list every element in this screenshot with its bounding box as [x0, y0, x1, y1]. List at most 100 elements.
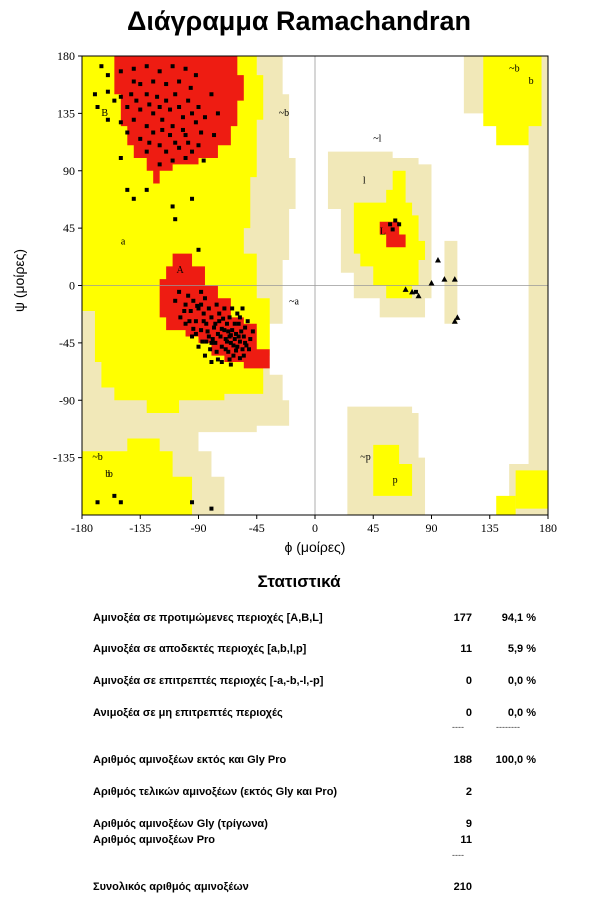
data-point	[177, 289, 182, 294]
data-point	[234, 348, 239, 353]
data-point	[177, 105, 182, 109]
data-point	[112, 493, 117, 498]
y-tick-label: 180	[57, 49, 75, 63]
data-point	[144, 64, 149, 69]
data-point	[118, 120, 123, 125]
separator: ----	[452, 850, 464, 860]
data-point	[138, 107, 143, 112]
y-tick-label: -45	[59, 336, 75, 350]
data-point	[131, 66, 136, 71]
data-point	[186, 140, 191, 145]
data-point	[190, 196, 195, 201]
data-point	[246, 347, 251, 352]
data-point	[393, 218, 398, 223]
stats-percent: 94,1 %	[501, 612, 536, 624]
data-point	[454, 314, 461, 320]
data-point	[209, 315, 214, 320]
data-point	[170, 124, 175, 129]
stats-count: 0	[465, 707, 472, 719]
data-point	[118, 500, 123, 505]
data-point	[236, 321, 241, 326]
data-point	[226, 329, 231, 334]
data-point	[95, 500, 100, 505]
data-point	[182, 309, 187, 313]
region-label: ~p	[360, 452, 370, 463]
additional-region	[515, 470, 548, 509]
data-point	[144, 187, 149, 192]
additional-region	[483, 56, 542, 146]
data-point	[157, 69, 162, 74]
favoured-region	[379, 221, 406, 248]
additional-region	[496, 495, 516, 515]
data-point	[202, 296, 207, 301]
data-point	[105, 89, 110, 94]
data-point	[222, 306, 227, 311]
y-tick-label: 0	[69, 279, 75, 293]
data-point	[209, 360, 214, 364]
additional-region	[373, 444, 413, 496]
stats-count: 2	[465, 786, 472, 798]
data-point	[227, 315, 232, 320]
data-point	[219, 344, 224, 349]
data-point	[243, 340, 248, 345]
data-point	[157, 162, 162, 167]
data-point	[170, 158, 175, 163]
data-point	[125, 105, 130, 109]
data-point	[210, 337, 215, 342]
separator: --------	[496, 722, 520, 732]
region-label: B	[101, 108, 108, 119]
data-point	[230, 306, 235, 311]
data-point	[168, 107, 173, 112]
data-point	[188, 85, 193, 90]
data-point	[208, 347, 213, 352]
stats-label: Συνολικός αριθμός αμινοξέων	[93, 881, 249, 893]
stats-percent: 0,0 %	[507, 675, 536, 687]
data-point	[131, 79, 136, 84]
data-point	[231, 353, 236, 358]
data-point	[193, 120, 198, 125]
data-point	[413, 289, 418, 294]
data-point	[193, 319, 198, 324]
stats-label: Αμινοξέα σε επιτρεπτές περιοχές [-a,-b,-…	[93, 675, 324, 687]
x-tick-label: -180	[71, 521, 93, 535]
data-point	[215, 111, 220, 116]
data-point	[187, 319, 192, 324]
stats-count: 9	[465, 818, 472, 830]
y-tick-label: -135	[53, 451, 75, 465]
x-tick-label: -135	[129, 521, 151, 535]
data-point	[215, 357, 220, 362]
data-point	[250, 329, 255, 334]
data-point	[214, 302, 219, 307]
data-point	[212, 133, 217, 138]
data-point	[157, 143, 162, 148]
x-tick-label: -90	[191, 521, 207, 535]
region-label: b	[529, 76, 534, 87]
stats-count: 188	[453, 754, 472, 766]
data-point	[232, 321, 237, 326]
data-point	[215, 331, 220, 336]
data-point	[451, 318, 458, 324]
data-point	[202, 115, 207, 120]
data-point	[188, 309, 193, 313]
y-axis-label: ψ (μοίρες)	[11, 249, 27, 312]
data-point	[131, 196, 136, 201]
data-point	[151, 111, 156, 116]
data-point	[118, 156, 123, 160]
data-point	[397, 222, 402, 227]
data-point	[201, 319, 206, 324]
data-point	[118, 69, 123, 74]
plot-axes: -180 -135 -90 -45 0 45 90 135 180 180 135 90 45 0 -45 -…	[11, 49, 557, 555]
page-title: Διάγραμμα Ramachandran	[126, 6, 472, 36]
y-tick-label: 45	[63, 221, 75, 235]
stats-label: Αμινοξέα σε προτιμώμενες περιοχές [A,B,L…	[93, 612, 323, 624]
stats-label: Αριθμός αμινοξέων Pro	[93, 834, 216, 846]
data-point	[173, 298, 178, 303]
data-point	[160, 127, 165, 132]
data-point	[227, 357, 232, 362]
data-point	[105, 117, 110, 122]
data-point	[147, 102, 152, 107]
data-point	[441, 276, 448, 282]
data-point	[173, 217, 178, 222]
